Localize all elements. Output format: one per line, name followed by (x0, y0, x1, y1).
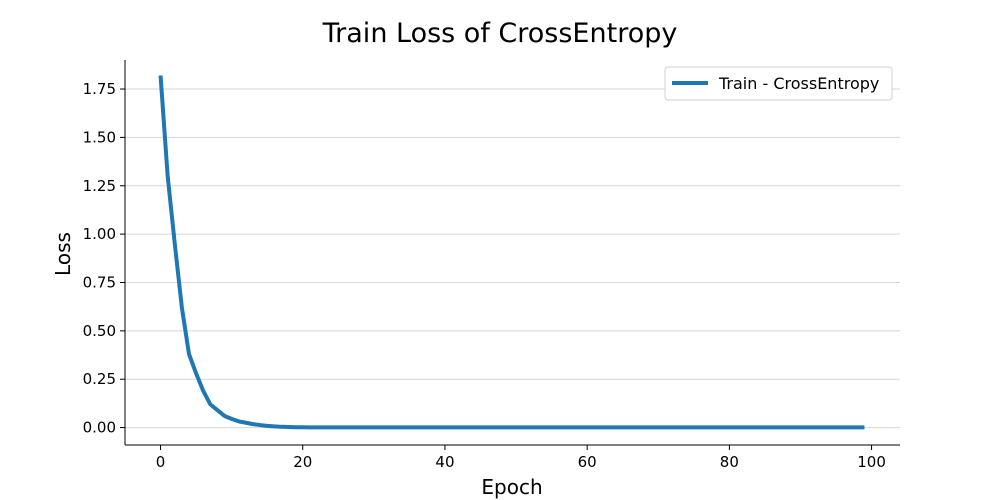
axes (124, 60, 900, 446)
series-line (158, 75, 865, 430)
x-tick-label: 40 (435, 453, 454, 471)
y-tick-label: 0.75 (83, 273, 116, 291)
series-layer (158, 75, 865, 430)
y-tick-label: 0.00 (83, 419, 116, 437)
y-tick-label: 0.50 (83, 322, 116, 340)
chart-title: Train Loss of CrossEntropy (322, 18, 678, 49)
y-tick-label: 1.75 (83, 80, 116, 98)
x-axis-ticks: 0 20 40 60 80 100 (156, 445, 886, 471)
x-tick-label: 80 (720, 453, 739, 471)
x-tick-label: 60 (578, 453, 597, 471)
y-axis-label: Loss (51, 232, 75, 276)
x-tick-label: 0 (156, 453, 166, 471)
x-axis-label: Epoch (481, 475, 542, 499)
y-tick-label: 1.50 (83, 128, 116, 146)
grid-lines (125, 88, 900, 429)
x-tick-label: 20 (293, 453, 312, 471)
legend: Train - CrossEntropy (664, 66, 893, 101)
legend-box (664, 66, 893, 101)
y-tick-label: 1.25 (83, 177, 116, 195)
y-axis-ticks: 0.00 0.25 0.50 0.75 1.00 1.25 1.50 1.75 (83, 80, 125, 437)
y-tick-label: 0.25 (83, 370, 116, 388)
y-tick-label: 1.00 (83, 225, 116, 243)
legend-label: Train - CrossEntropy (718, 74, 879, 93)
x-tick-label: 100 (857, 453, 886, 471)
